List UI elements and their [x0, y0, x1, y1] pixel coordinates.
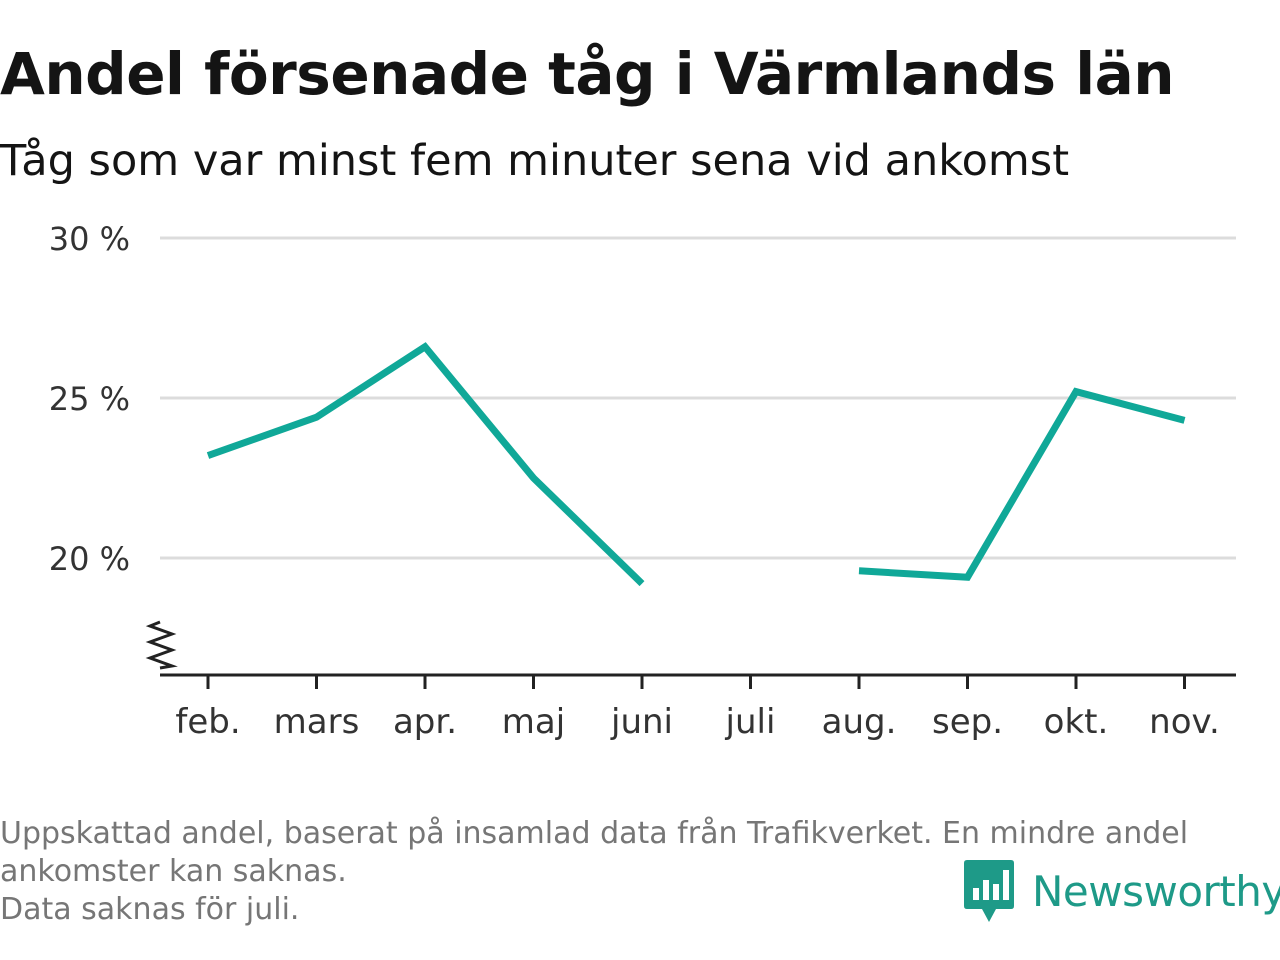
- brand-logo: Newsworthy: [964, 860, 1280, 922]
- x-tick-label: aug.: [822, 702, 897, 742]
- y-tick-label: 30 %: [49, 220, 130, 258]
- newsworthy-logo-icon: [964, 860, 1014, 922]
- chart-title: Andel försenade tåg i Värmlands län: [0, 40, 1175, 108]
- chart-subtitle: Tåg som var minst fem minuter sena vid a…: [0, 136, 1070, 186]
- series-line: [206, 342, 645, 587]
- brand-name: Newsworthy: [1032, 866, 1280, 916]
- x-tick-label: okt.: [1044, 702, 1109, 742]
- x-tick-label: nov.: [1149, 702, 1220, 742]
- y-tick-label: 25 %: [49, 380, 130, 418]
- x-tick-label: maj: [502, 702, 565, 742]
- x-tick-label: sep.: [932, 702, 1003, 742]
- footnote: Uppskattad andel, baserat på insamlad da…: [0, 815, 1188, 929]
- x-tick-label: feb.: [175, 702, 240, 742]
- axis-break-icon: [145, 620, 178, 670]
- x-tick-label: apr.: [393, 702, 457, 742]
- series-line: [858, 387, 1186, 581]
- line-chart: 20 % 25 % 30 % feb. mars apr. maj juni juli aug. s…: [49, 220, 1236, 742]
- x-tick-label: juni: [610, 702, 673, 742]
- y-tick-label: 20 %: [49, 540, 130, 578]
- x-tick-label: juli: [725, 702, 776, 742]
- footnote-line: ankomster kan saknas.: [0, 854, 347, 889]
- footnote-line: Uppskattad andel, baserat på insamlad da…: [0, 816, 1189, 851]
- footnote-line: Data saknas för juli.: [0, 892, 300, 927]
- x-tick-label: mars: [274, 702, 360, 742]
